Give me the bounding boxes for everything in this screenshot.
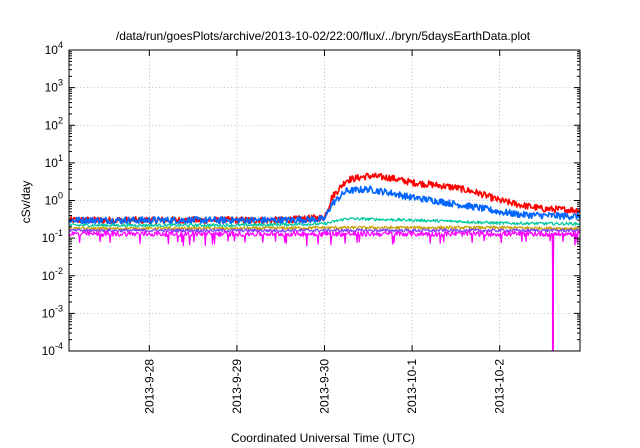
series-line-3 <box>68 217 581 228</box>
x-tick-label: 2013-9-28 <box>142 359 156 414</box>
series-group <box>68 172 581 351</box>
y-tick-label: 10-3 <box>42 303 63 320</box>
x-tick-label: 2013-10-2 <box>493 359 507 414</box>
x-axis: 2013-9-28 2013-9-29 2013-9-30 2013-10-1 2013… <box>142 50 507 414</box>
series-line-2 <box>68 185 581 225</box>
y-tick-label: 10-1 <box>42 228 63 245</box>
x-tick-label: 2013-10-1 <box>405 359 419 414</box>
grid <box>69 50 580 351</box>
chart-title: /data/run/goesPlots/archive/2013-10-02/2… <box>116 29 531 43</box>
y-tick-label: 10-2 <box>42 266 63 283</box>
y-tick-label: 102 <box>45 115 63 132</box>
y-axis: 10-4 10-3 10-2 10-1 100 101 102 103 104 <box>42 40 580 358</box>
y-tick-label: 10-4 <box>42 341 63 358</box>
y-tick-label: 100 <box>45 191 63 208</box>
series-line-5 <box>68 228 581 233</box>
y-tick-label: 101 <box>45 153 63 170</box>
y-axis-label: cSv/day <box>19 181 33 224</box>
x-tick-label: 2013-9-30 <box>318 359 332 414</box>
x-axis-label: Coordinated Universal Time (UTC) <box>231 431 415 445</box>
y-tick-label: 104 <box>45 40 63 57</box>
series-line-6 <box>68 230 581 314</box>
y-tick-label: 103 <box>45 78 63 95</box>
x-tick-label: 2013-9-29 <box>230 359 244 414</box>
